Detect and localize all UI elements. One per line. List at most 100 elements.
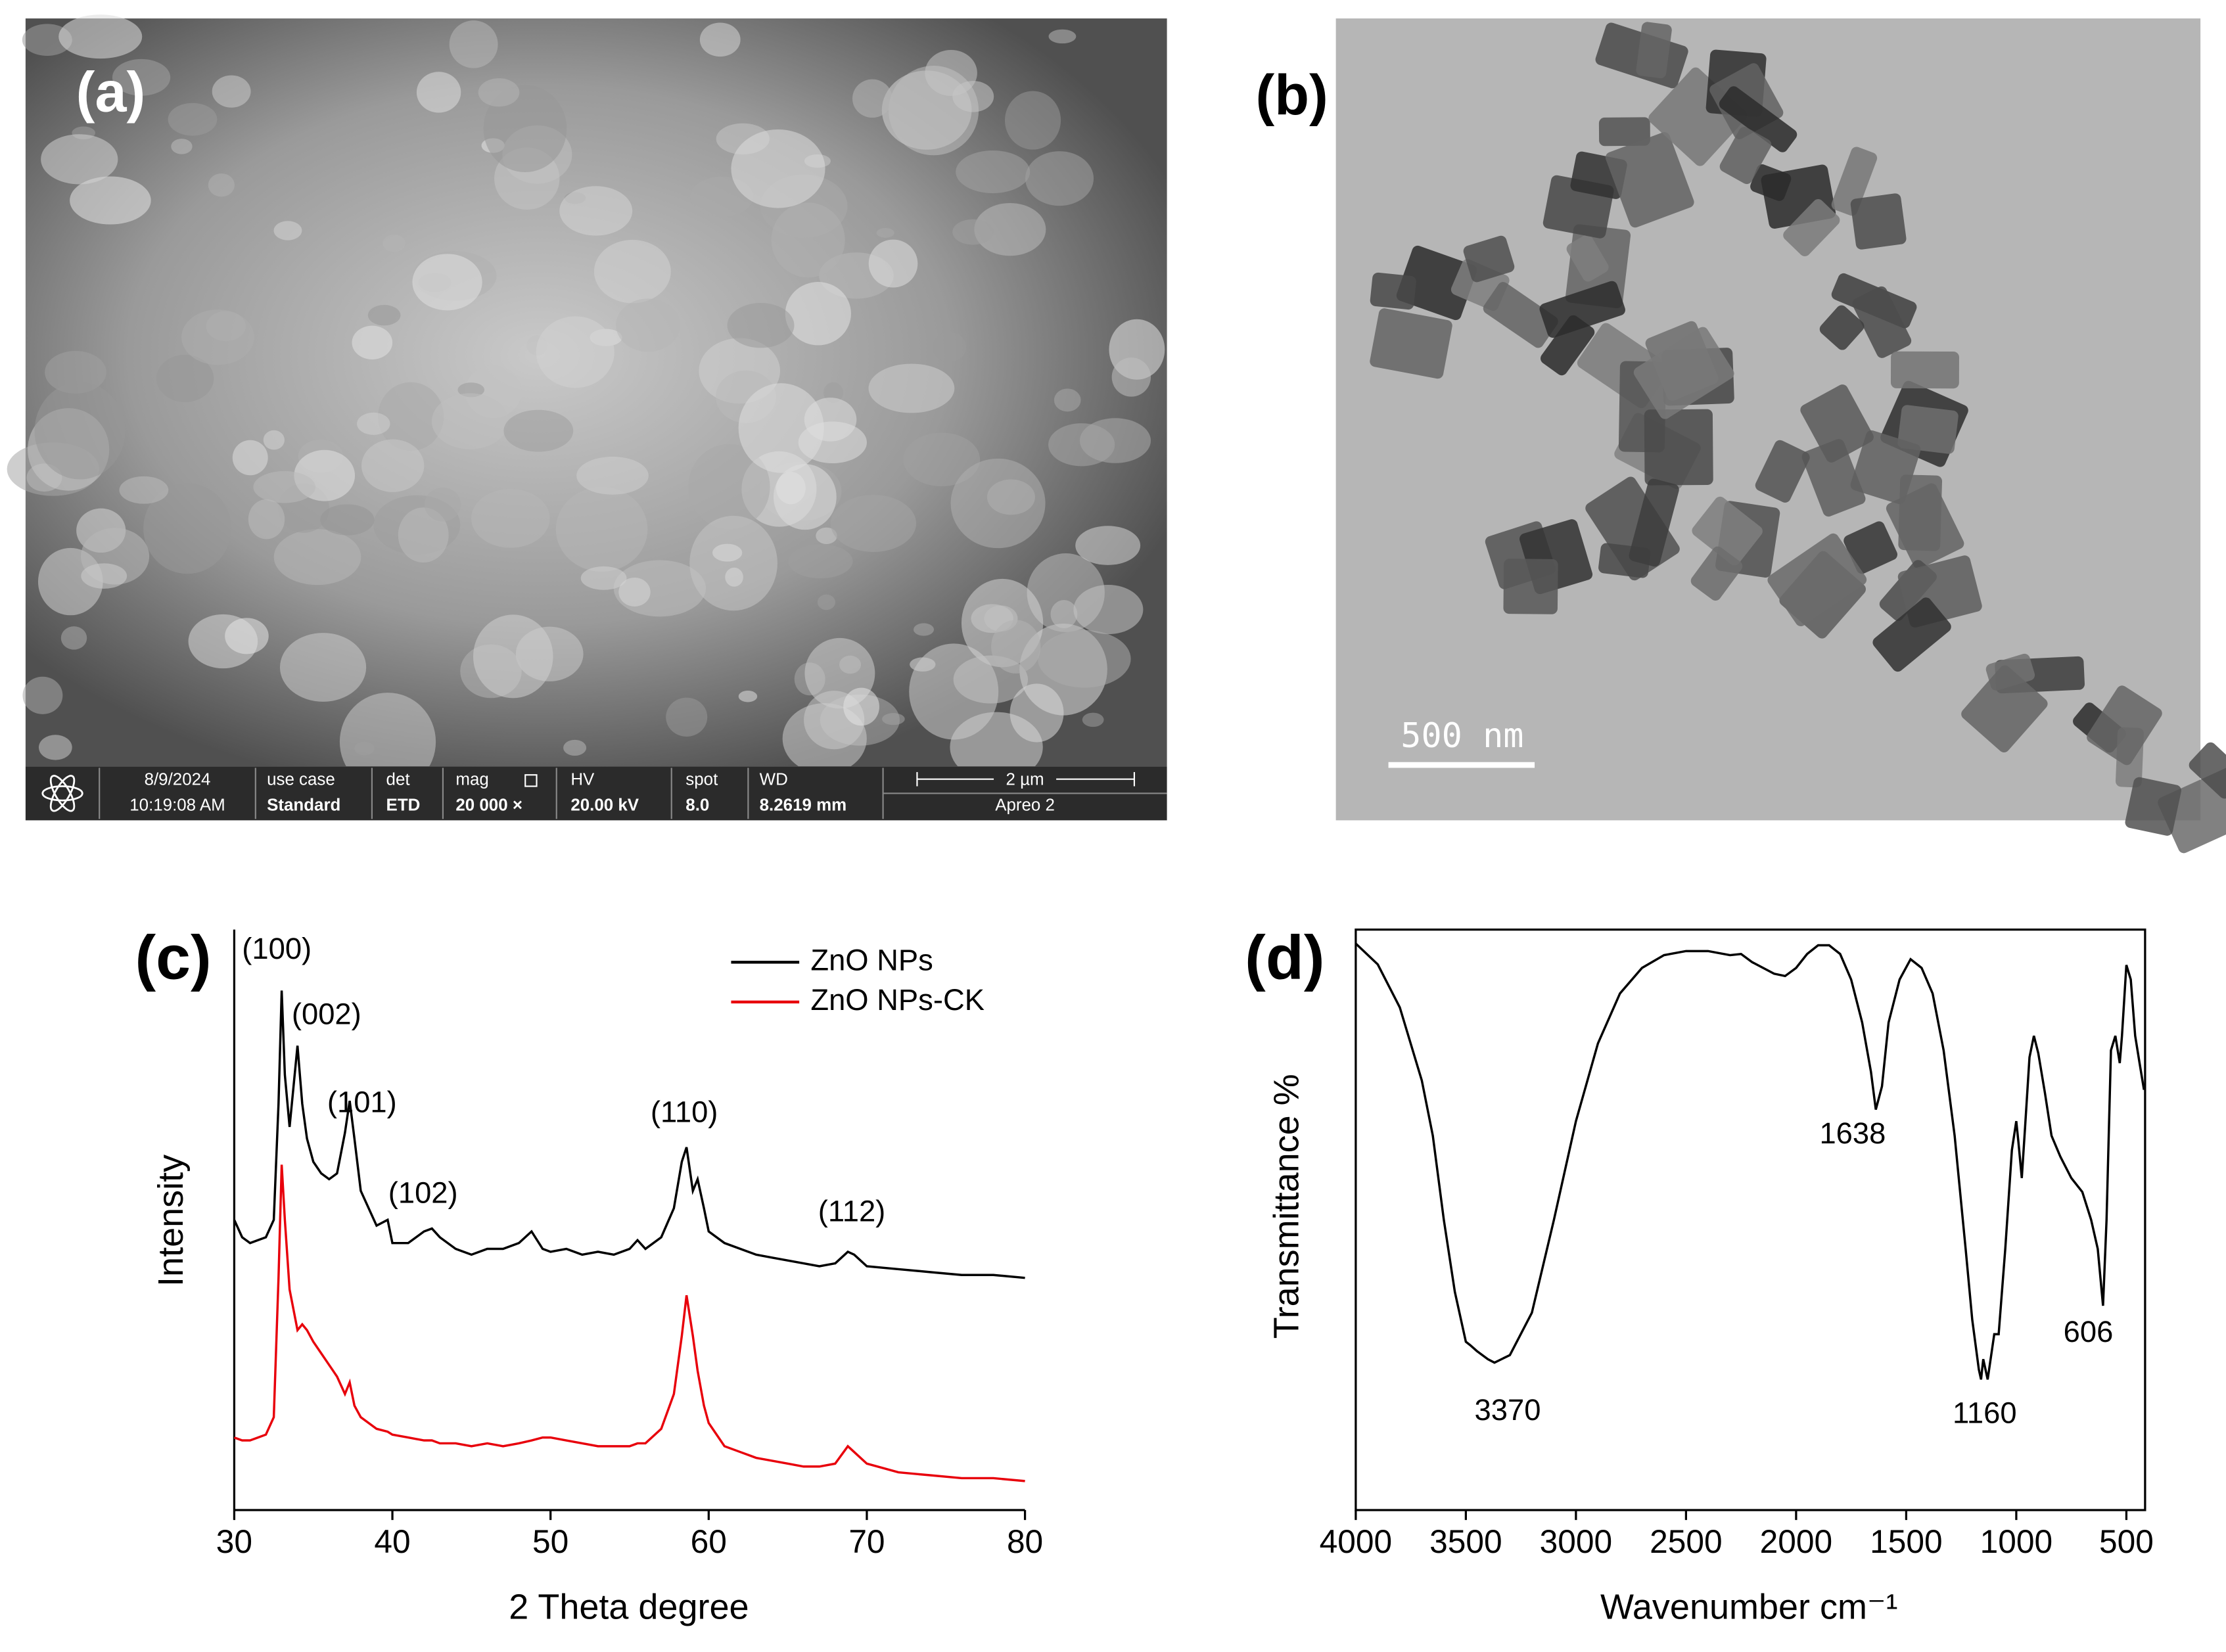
- sem-grain: [273, 221, 302, 241]
- tem-particle: [1463, 235, 1515, 283]
- tem-particle: [1872, 597, 1951, 672]
- sem-grain: [232, 440, 268, 476]
- sem-texture: [7, 14, 1165, 791]
- sem-grain: [593, 239, 671, 304]
- sem-grain: [727, 302, 795, 348]
- sem-grain: [45, 350, 106, 394]
- tem-particle: [1850, 193, 1907, 250]
- sem-grain: [253, 470, 315, 503]
- peak-annotation: (110): [651, 1095, 718, 1128]
- peak-annotation: (102): [388, 1176, 458, 1210]
- x-tick-label: 60: [691, 1523, 727, 1560]
- info-text: 10:19:08 AM: [129, 796, 225, 815]
- sem-grain: [156, 354, 214, 402]
- sem-grain: [431, 393, 509, 449]
- info-text: Apreo 2: [995, 796, 1055, 815]
- tem-particle: [1831, 147, 1878, 216]
- sem-grain: [868, 239, 918, 288]
- x-tick-label: 1000: [1980, 1523, 2052, 1560]
- sem-grain: [416, 72, 461, 113]
- tem-particle: [1719, 86, 1797, 152]
- sem-grain: [361, 439, 425, 492]
- sem-grain: [471, 489, 550, 548]
- tem-particle: [2189, 742, 2226, 799]
- tem-particle: [1629, 478, 1679, 567]
- info-text: det: [386, 771, 411, 789]
- sem-grain: [689, 515, 777, 611]
- sem-grain: [823, 382, 843, 403]
- sem-grain: [536, 316, 614, 388]
- info-text: spot: [685, 771, 718, 789]
- tem-particle: [1783, 199, 1840, 257]
- sem-grain: [503, 409, 574, 452]
- sem-grain: [143, 483, 232, 574]
- sem-grain: [699, 22, 741, 57]
- sem-grain: [457, 382, 485, 398]
- sem-grain: [616, 298, 680, 352]
- info-text: 20 000 ×: [455, 796, 522, 815]
- x-tick-label: 4000: [1320, 1523, 1392, 1560]
- x-tick-label: 70: [848, 1523, 885, 1560]
- sem-grain: [354, 741, 375, 756]
- sem-grain: [70, 176, 151, 225]
- sem-grain: [208, 173, 235, 197]
- info-text: 2 µm: [1006, 771, 1044, 789]
- sem-grain: [1004, 91, 1061, 150]
- sem-grain: [950, 458, 1046, 549]
- sem-panel: (a) 8/9/2024 10:19:08 AM use case Standa…: [7, 14, 1167, 821]
- tem-particle: [1483, 282, 1558, 348]
- info-text: HV: [570, 771, 595, 789]
- sem-grain: [357, 412, 390, 435]
- sem-grain: [1075, 526, 1141, 565]
- sem-grain: [38, 735, 72, 760]
- sem-grain: [771, 202, 845, 278]
- tem-particle: [1767, 533, 1867, 627]
- x-tick-label: 30: [216, 1523, 252, 1560]
- peak-annotation: 1160: [1953, 1396, 2017, 1429]
- sem-grain: [225, 618, 269, 654]
- data-line: [233, 990, 1025, 1279]
- x-tick-label: 500: [2099, 1523, 2154, 1560]
- tem-particle: [1541, 315, 1595, 376]
- sem-grain: [563, 739, 587, 756]
- sem-grain: [876, 227, 894, 238]
- tem-particle: [1897, 405, 1959, 454]
- legend-label: ZnO NPs-CK: [810, 983, 985, 1017]
- tem-particle: [1633, 327, 1734, 419]
- panel-label: (c): [135, 923, 211, 992]
- sem-grain: [925, 50, 977, 96]
- x-tick-label: 2000: [1760, 1523, 1832, 1560]
- x-axis-title: 2 Theta degree: [509, 1587, 749, 1626]
- sem-grain: [483, 85, 567, 173]
- peak-annotation: 606: [2064, 1315, 2114, 1348]
- sem-grain: [974, 202, 1046, 256]
- sem-grain: [212, 75, 251, 108]
- tem-particle: [1644, 409, 1713, 486]
- sem-grain: [171, 139, 193, 154]
- sem-grain: [320, 504, 375, 536]
- info-text: 8.0: [685, 796, 709, 815]
- sem-grain: [868, 363, 955, 413]
- sem-grain: [1111, 357, 1151, 397]
- info-text: use case: [267, 771, 335, 789]
- sem-grain: [81, 563, 128, 589]
- sem-grain: [956, 150, 1031, 193]
- sem-grain: [383, 235, 406, 252]
- peak-annotation: (100): [242, 932, 312, 965]
- sem-grain: [882, 713, 905, 725]
- peak-annotation: (101): [327, 1085, 397, 1118]
- x-tick-label: 2500: [1650, 1523, 1722, 1560]
- sem-grain: [932, 332, 967, 362]
- sem-grain: [731, 129, 825, 208]
- sem-grain: [788, 544, 853, 579]
- sem-grain: [424, 488, 461, 522]
- panel-label: (a): [76, 61, 146, 124]
- sem-grain: [782, 703, 867, 774]
- tem-particle: [1605, 132, 1694, 228]
- sem-grain: [352, 325, 393, 360]
- tem-particle: [1370, 272, 1416, 310]
- sem-grain: [830, 495, 917, 552]
- peak-annotation: (002): [292, 997, 361, 1030]
- info-text: 8.2619 mm: [760, 796, 847, 815]
- sem-grain: [555, 486, 648, 572]
